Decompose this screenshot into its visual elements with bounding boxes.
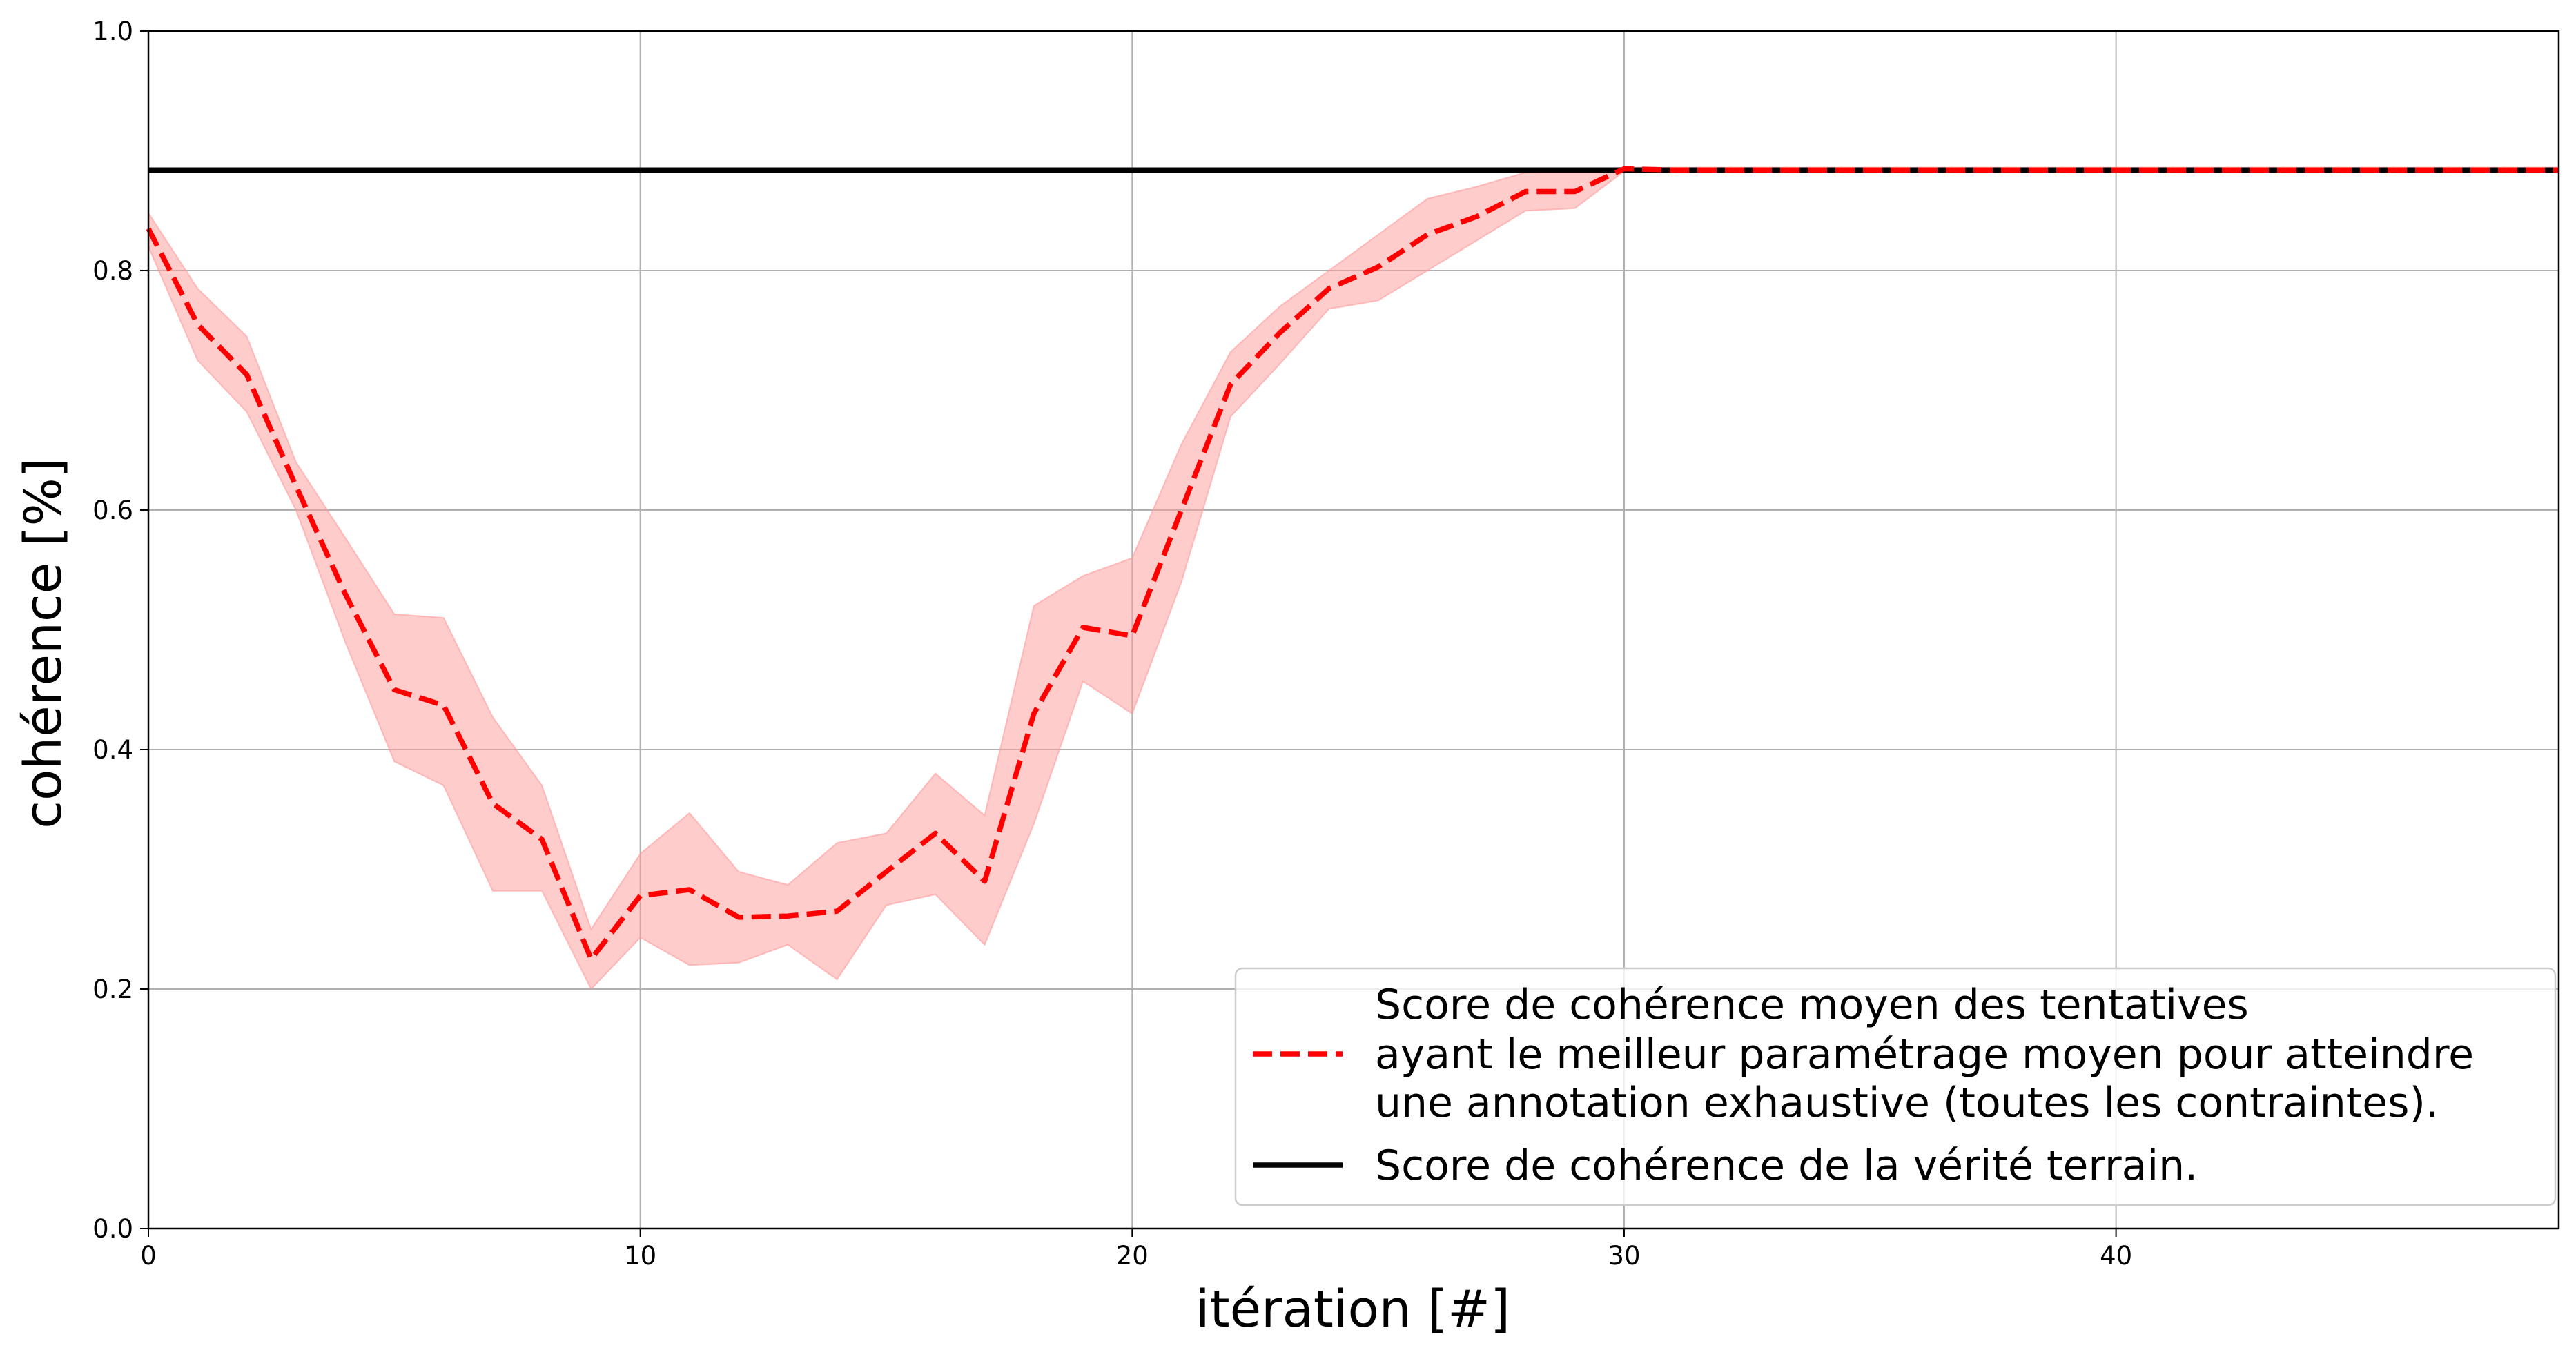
- x-tick-label: 30: [1608, 1241, 1640, 1271]
- data-point: [689, 889, 690, 890]
- data-point: [1083, 627, 1084, 628]
- x-tick-label: 10: [624, 1241, 656, 1271]
- data-point: [1623, 168, 1624, 169]
- y-tick-label: 0.6: [92, 496, 133, 525]
- legend-label-mean-score-line-2: ayant le meilleur paramétrage moyen pour…: [1375, 1030, 2474, 1079]
- legend-label-ground-truth: Score de cohérence de la vérité terrain.: [1375, 1142, 2198, 1190]
- y-tick-label: 1.0: [92, 17, 133, 46]
- legend-label-mean-score-line-1: Score de cohérence moyen des tentatives: [1375, 981, 2249, 1029]
- data-point: [542, 839, 543, 840]
- data-point: [935, 833, 936, 834]
- x-tick-label: 40: [2100, 1241, 2132, 1271]
- y-tick-label: 0.2: [92, 975, 133, 1004]
- data-point: [1181, 510, 1182, 511]
- data-point: [1033, 713, 1034, 714]
- data-point: [1574, 191, 1575, 192]
- x-tick-label: 20: [1116, 1241, 1149, 1271]
- x-axis-title: itération [#]: [1196, 1280, 1510, 1339]
- data-point: [640, 895, 641, 896]
- legend-box: [1234, 967, 2557, 1206]
- data-point: [295, 486, 296, 487]
- data-point: [197, 324, 198, 325]
- data-point: [1476, 216, 1477, 217]
- plot-frame: [147, 30, 2560, 1230]
- series-line-mean-score: [146, 166, 2559, 962]
- data-point: [492, 803, 493, 804]
- series-line-layer: [146, 166, 2559, 962]
- data-point: [1525, 191, 1526, 192]
- data-point: [246, 374, 247, 375]
- y-axis-title: cohérence [%]: [14, 458, 73, 828]
- y-tick-label: 0.8: [92, 256, 133, 286]
- tick-layer: 0 10 20 30 40 0.0 0.2 0.4 0.6 0.8 1.0: [92, 17, 2132, 1271]
- legend: Score de cohérence moyen des tentatives …: [1234, 967, 2557, 1206]
- legend-label-mean-score-line-3: une annotation exhaustive (toutes les co…: [1375, 1079, 2439, 1127]
- x-tick-label: 0: [140, 1241, 157, 1271]
- y-tick-label: 0.4: [92, 735, 133, 765]
- y-tick-label: 0.0: [92, 1214, 133, 1244]
